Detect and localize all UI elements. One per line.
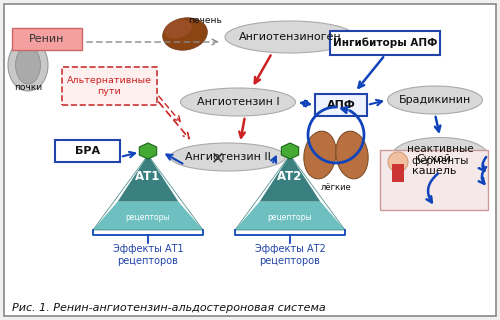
- FancyBboxPatch shape: [12, 28, 82, 50]
- Text: ✕: ✕: [211, 149, 225, 167]
- Ellipse shape: [225, 21, 355, 53]
- Ellipse shape: [336, 131, 368, 179]
- Text: Брадикинин: Брадикинин: [399, 95, 471, 105]
- Polygon shape: [140, 143, 156, 159]
- Text: лёгкие: лёгкие: [320, 182, 352, 191]
- Text: Рис. 1. Ренин-ангиотензин-альдостероновая система: Рис. 1. Ренин-ангиотензин-альдостеронова…: [12, 303, 326, 313]
- Text: Ингибиторы АПФ: Ингибиторы АПФ: [333, 38, 437, 48]
- Ellipse shape: [162, 18, 208, 50]
- FancyBboxPatch shape: [4, 4, 496, 316]
- Ellipse shape: [180, 88, 296, 116]
- FancyBboxPatch shape: [55, 140, 120, 162]
- Text: неактивные
ферменты: неактивные ферменты: [406, 144, 474, 166]
- FancyBboxPatch shape: [330, 31, 440, 55]
- FancyBboxPatch shape: [392, 164, 404, 182]
- FancyBboxPatch shape: [380, 150, 488, 210]
- Ellipse shape: [392, 138, 488, 172]
- Ellipse shape: [388, 152, 408, 172]
- Text: почки: почки: [14, 83, 42, 92]
- Text: Сухой
кашель: Сухой кашель: [412, 154, 456, 176]
- Ellipse shape: [164, 20, 192, 38]
- Text: рецепторы: рецепторы: [126, 213, 170, 222]
- Polygon shape: [282, 143, 298, 159]
- Polygon shape: [260, 155, 320, 202]
- Ellipse shape: [8, 39, 48, 91]
- Text: Ангиотензиноген: Ангиотензиноген: [238, 32, 342, 42]
- Polygon shape: [235, 202, 345, 230]
- Ellipse shape: [170, 143, 285, 171]
- Text: Ангиотензин I: Ангиотензин I: [196, 97, 280, 107]
- Text: Эффекты АТ2
рецепторов: Эффекты АТ2 рецепторов: [254, 244, 326, 266]
- Text: АТ2: АТ2: [278, 170, 302, 182]
- Text: АПФ: АПФ: [326, 100, 356, 110]
- Ellipse shape: [16, 46, 40, 84]
- Text: Ангиотензин II: Ангиотензин II: [185, 152, 271, 162]
- Ellipse shape: [388, 86, 482, 114]
- Text: рецепторы: рецепторы: [268, 213, 312, 222]
- Text: БРА: БРА: [75, 146, 100, 156]
- Text: Эффекты АТ1
рецепторов: Эффекты АТ1 рецепторов: [112, 244, 184, 266]
- Polygon shape: [93, 202, 203, 230]
- Text: Альтернативные
пути: Альтернативные пути: [66, 76, 152, 96]
- Text: АТ1: АТ1: [136, 170, 160, 182]
- Text: Ренин: Ренин: [30, 34, 64, 44]
- FancyBboxPatch shape: [62, 67, 157, 105]
- FancyBboxPatch shape: [315, 94, 367, 116]
- Text: печень: печень: [188, 15, 222, 25]
- Polygon shape: [118, 155, 178, 202]
- Ellipse shape: [304, 131, 336, 179]
